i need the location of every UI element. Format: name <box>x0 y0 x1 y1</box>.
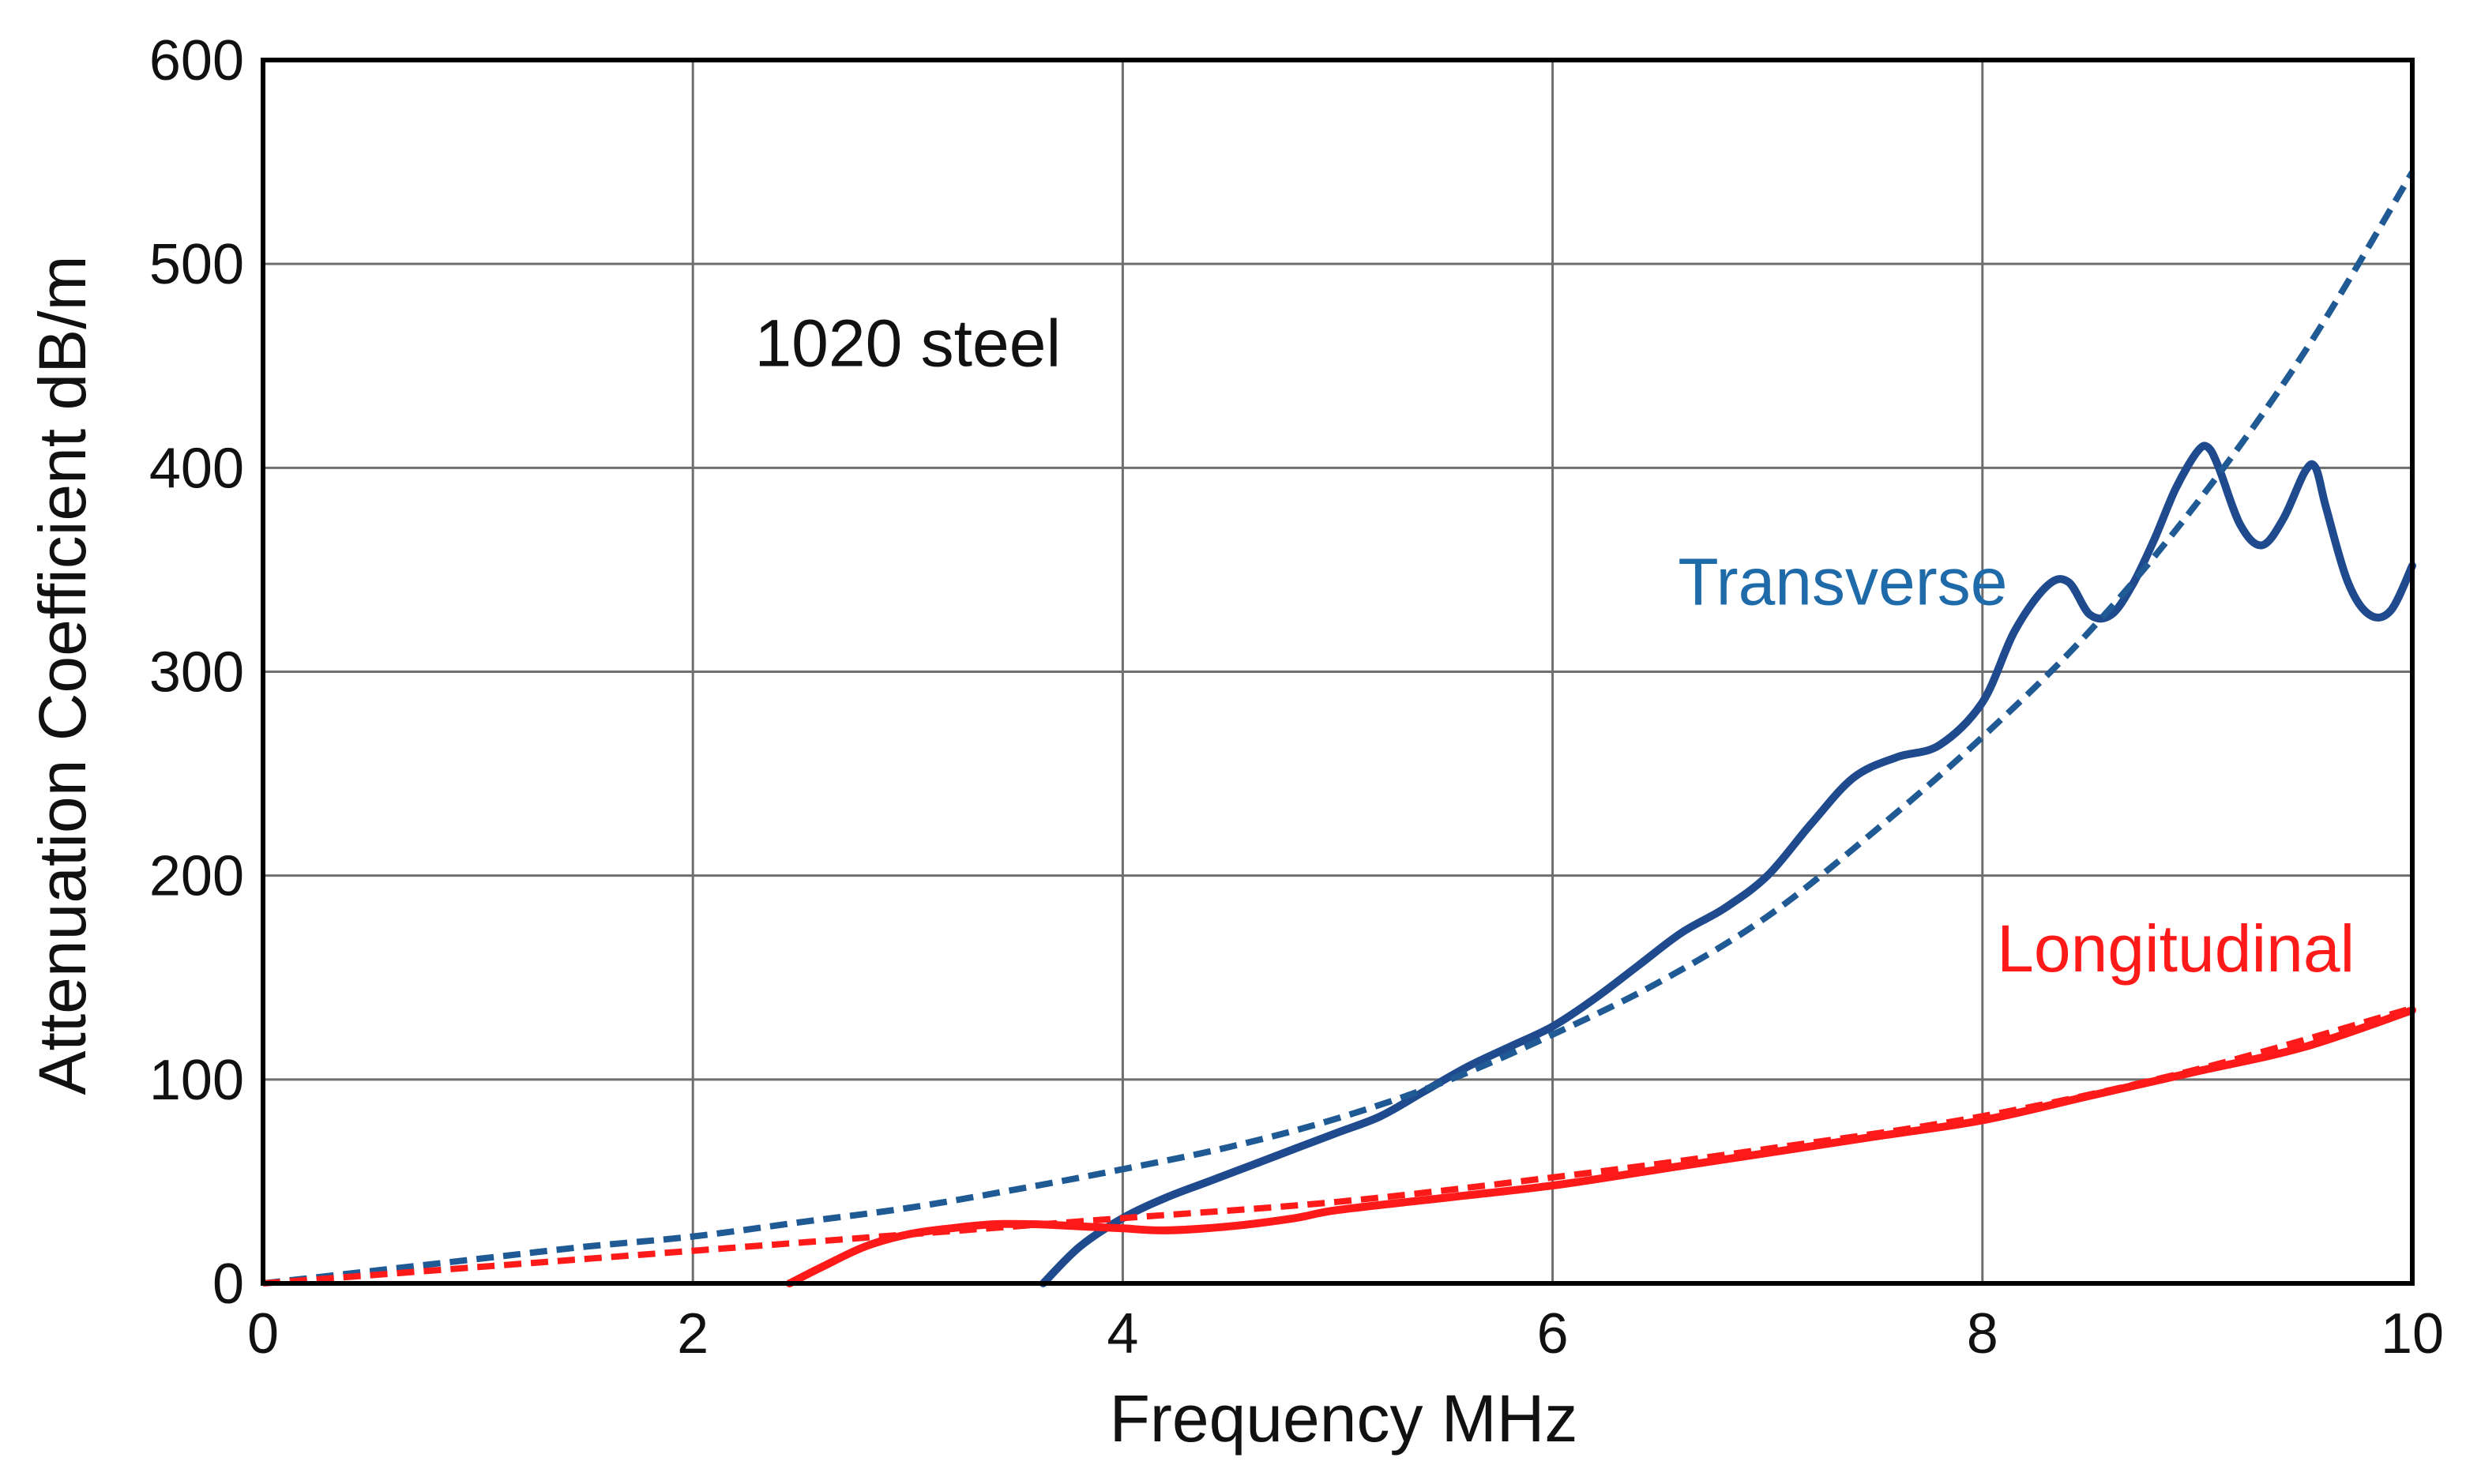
x-tick-label: 4 <box>1107 1302 1138 1366</box>
x-tick-label: 2 <box>677 1302 709 1366</box>
plot-border <box>261 58 2415 1286</box>
series-line-transverse-fit <box>262 170 2415 1287</box>
y-tick-label: 400 <box>149 437 244 500</box>
series-line-longitudinal-fit <box>262 1005 2414 1287</box>
annotation-material: 1020 steel <box>754 306 1061 380</box>
x-tick-label: 10 <box>2381 1302 2444 1366</box>
y-tick-label: 200 <box>149 845 244 908</box>
y-tick-label: 600 <box>149 29 244 92</box>
series-lines <box>262 170 2416 1287</box>
plot-frame <box>261 58 2415 1286</box>
y-axis-title: Attenuation Coefficient dB/m <box>25 255 100 1095</box>
x-tick-label: 0 <box>247 1302 279 1366</box>
grid-lines <box>263 60 2412 1283</box>
x-tick-label: 8 <box>1967 1302 1998 1366</box>
annotation-longitudinal: Longitudinal <box>1997 911 2355 986</box>
y-tick-label: 100 <box>149 1049 244 1112</box>
y-tick-label: 300 <box>149 641 244 704</box>
x-axis-title: Frequency MHz <box>1110 1381 1578 1456</box>
annotations: 1020 steel Transverse Longitudinal <box>754 306 2355 986</box>
y-tick-label: 500 <box>149 233 244 296</box>
x-tick-label: 6 <box>1537 1302 1569 1366</box>
annotation-transverse: Transverse <box>1678 544 2007 618</box>
series-line-longitudinal-measured <box>785 1006 2416 1287</box>
series-line-transverse-measured <box>1039 441 2416 1287</box>
y-tick-label: 0 <box>212 1253 244 1316</box>
